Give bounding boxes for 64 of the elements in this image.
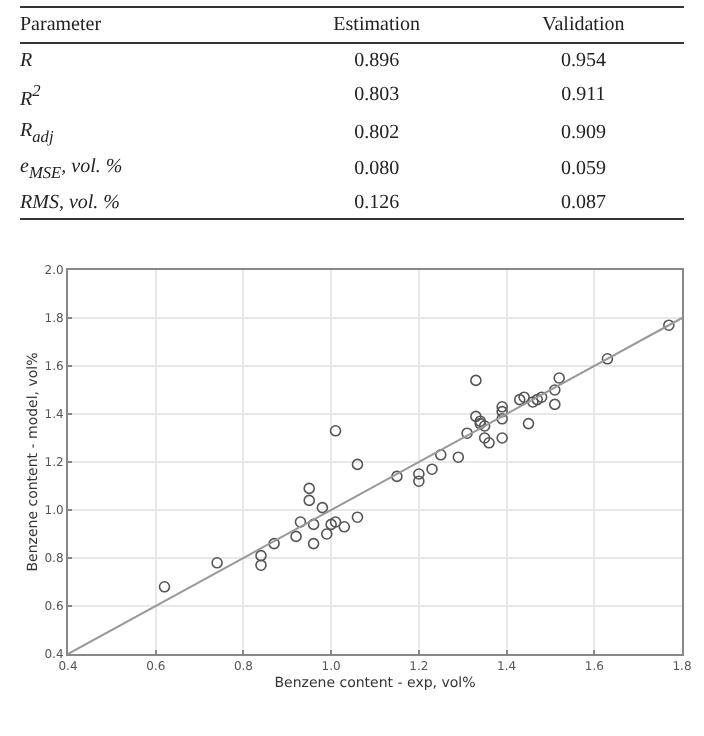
- point: [307, 538, 320, 551]
- point: [496, 413, 508, 426]
- point: [338, 521, 351, 534]
- data-label: 0.896: [352, 47, 402, 75]
- data-label: 0.059: [558, 155, 608, 184]
- point: [320, 528, 333, 541]
- point: [290, 531, 302, 543]
- point: [329, 425, 342, 438]
- point: [496, 406, 508, 419]
- point: [549, 384, 561, 397]
- point: [478, 420, 491, 433]
- point: [527, 396, 539, 409]
- point: [158, 581, 171, 594]
- point: [452, 452, 465, 464]
- point: [496, 432, 508, 445]
- point: [531, 394, 544, 407]
- data-label: 0.803: [352, 82, 402, 111]
- point: [303, 495, 316, 507]
- point: [325, 519, 337, 531]
- point: [255, 550, 267, 563]
- point: [351, 512, 364, 524]
- point: [470, 411, 482, 423]
- point: [470, 375, 482, 387]
- point: [351, 459, 364, 471]
- point: [496, 401, 508, 414]
- point: [307, 519, 320, 531]
- point: [549, 399, 561, 411]
- point: [255, 560, 267, 572]
- point: [303, 483, 316, 495]
- point: [483, 437, 495, 450]
- point: [391, 471, 403, 483]
- text: Estimation: [270, 7, 483, 43]
- point: [478, 432, 491, 445]
- point: [426, 464, 438, 476]
- category-label: R$^{2}$: [20, 79, 43, 114]
- point: [268, 538, 280, 551]
- data-label: 0.126: [270, 186, 483, 220]
- point: [434, 449, 447, 462]
- point: [601, 353, 614, 366]
- data-label: 0.080: [352, 155, 402, 184]
- category-label: e$_{MSE}$, vol. %: [20, 153, 125, 186]
- point: [461, 428, 473, 440]
- point: [329, 516, 342, 529]
- point: [513, 394, 526, 407]
- point: [211, 557, 223, 570]
- data-label: 0.087: [482, 186, 684, 220]
- point: [535, 392, 548, 404]
- data-label: 0.954: [558, 47, 608, 75]
- data-label: 0.911: [559, 82, 608, 111]
- data-label: 0.909: [558, 119, 608, 148]
- point: [413, 468, 425, 481]
- point: [413, 476, 425, 488]
- data-label: 0.802: [352, 119, 402, 148]
- point: [522, 418, 535, 431]
- point: [294, 516, 307, 529]
- category-label: R: [20, 47, 35, 75]
- point: [518, 392, 530, 404]
- point: [663, 320, 675, 332]
- point: [553, 372, 565, 385]
- text: Parameter: [20, 7, 271, 43]
- text: Validation: [482, 7, 684, 43]
- category-label: R$_{adj}$: [20, 117, 56, 150]
- category-label: RMS, vol. %: [20, 186, 271, 220]
- point: [316, 502, 329, 515]
